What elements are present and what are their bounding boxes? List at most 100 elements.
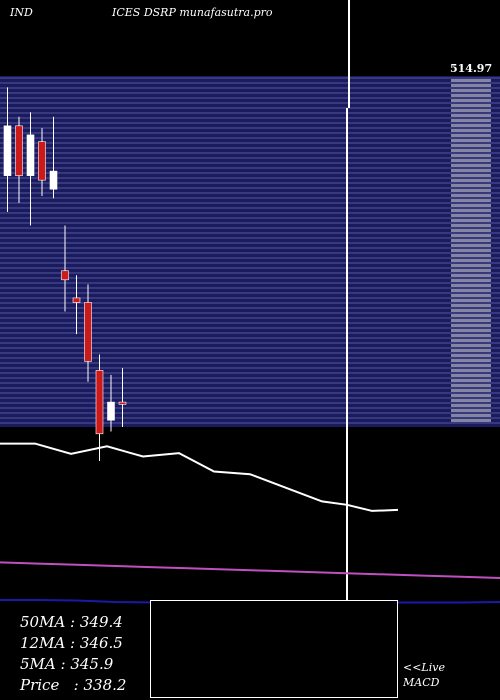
tick-label-mark — [451, 354, 491, 357]
tick-label-mark — [451, 94, 491, 97]
ma-label: 5MA — [20, 655, 56, 673]
price-value: 338.2 — [83, 676, 127, 694]
tick-label-mark — [451, 409, 491, 412]
tick-label-mark — [451, 404, 491, 407]
tick-label-mark — [451, 419, 491, 422]
grid-band — [0, 76, 500, 427]
tick-label-mark — [451, 334, 491, 337]
ma-row-12: 12MA : 346.5 — [20, 634, 123, 652]
tick-label-mark — [451, 359, 491, 362]
tick-label-mark — [451, 79, 491, 82]
tick-label-mark — [451, 204, 491, 207]
candle-body — [3, 125, 12, 176]
candle-body — [107, 401, 115, 421]
tick-label-mark — [451, 189, 491, 192]
tick-label-mark — [451, 139, 491, 142]
tick-label-mark — [451, 149, 491, 152]
tick-label-mark — [451, 274, 491, 277]
macd-link-line1: <<Live — [403, 661, 445, 674]
candle-body — [84, 302, 92, 362]
tick-label-mark — [451, 344, 491, 347]
ma-label: 12MA — [20, 634, 66, 652]
tick-label-mark — [451, 89, 491, 92]
tick-label-mark — [451, 179, 491, 182]
price-label: Price — [20, 676, 60, 694]
tick-label-mark — [451, 209, 491, 212]
ma-label: 50MA — [20, 613, 66, 631]
tick-label-mark — [451, 299, 491, 302]
tick-label-mark — [451, 349, 491, 352]
tick-label-mark — [451, 284, 491, 287]
tick-label-mark — [451, 329, 491, 332]
tick-label-mark — [451, 259, 491, 262]
ma-info-box — [150, 600, 398, 698]
tick-label-mark — [451, 309, 491, 312]
tick-label-mark — [451, 169, 491, 172]
tick-label-mark — [451, 239, 491, 242]
tick-label-mark — [451, 394, 491, 397]
tick-label-mark — [451, 324, 491, 327]
candle-body — [49, 170, 58, 190]
candle-body — [61, 270, 69, 281]
tick-label-mark — [451, 264, 491, 267]
ma-row-5: 5MA : 345.9 — [20, 655, 114, 673]
tick-label-mark — [451, 319, 491, 322]
top-price-label: 514.97 — [450, 62, 492, 75]
tick-label-mark — [451, 124, 491, 127]
tick-label-mark — [451, 339, 491, 342]
macd-link-line2: MACD — [403, 676, 440, 689]
tick-label-mark — [451, 279, 491, 282]
chart-header-right: ICES DSRP munafasutra.pro — [112, 6, 273, 19]
tick-label-mark — [451, 269, 491, 272]
tick-label-mark — [451, 214, 491, 217]
tick-label-mark — [451, 199, 491, 202]
tick-label-mark — [451, 304, 491, 307]
ma-value: 346.5 — [79, 634, 123, 652]
tick-label-mark — [451, 84, 491, 87]
tick-label-mark — [451, 224, 491, 227]
tick-label-mark — [451, 194, 491, 197]
tick-label-mark — [451, 369, 491, 372]
candle-body — [26, 134, 35, 176]
price-row: Price : 338.2 — [20, 676, 127, 694]
candle-body — [15, 125, 23, 176]
tick-label-mark — [451, 174, 491, 177]
tick-label-mark — [451, 159, 491, 162]
tick-label-mark — [451, 184, 491, 187]
chart-header-left: IND — [10, 6, 33, 19]
candle-body — [38, 141, 46, 181]
tick-label-mark — [451, 254, 491, 257]
candle-body — [72, 297, 81, 303]
tick-label-mark — [451, 144, 491, 147]
tick-label-mark — [451, 374, 491, 377]
price-line — [0, 442, 399, 512]
candle-body — [118, 401, 127, 405]
tick-label-mark — [451, 379, 491, 382]
tick-label-mark — [451, 129, 491, 132]
tick-label-mark — [451, 219, 491, 222]
tick-label-mark — [451, 244, 491, 247]
tick-label-mark — [451, 229, 491, 232]
ma-panel: 50MA : 349.4 12MA : 346.5 5MA : 345.9 Pr… — [20, 612, 126, 696]
live-macd-link[interactable]: <<Live MACD — [403, 660, 445, 690]
tick-label-mark — [451, 384, 491, 387]
tick-label-mark — [451, 134, 491, 137]
tick-label-mark — [451, 119, 491, 122]
tick-label-mark — [451, 104, 491, 107]
ma-line — [0, 561, 500, 579]
tick-label-mark — [451, 114, 491, 117]
tick-label-mark — [451, 314, 491, 317]
tick-label-mark — [451, 289, 491, 292]
candle-body — [95, 370, 104, 435]
ma-value: 349.4 — [79, 613, 123, 631]
tick-label-mark — [451, 99, 491, 102]
tick-label-mark — [451, 414, 491, 417]
tick-label-mark — [451, 364, 491, 367]
tick-label-mark — [451, 154, 491, 157]
tick-label-mark — [451, 249, 491, 252]
tick-label-mark — [451, 294, 491, 297]
ma-value: 345.9 — [70, 655, 114, 673]
tick-label-mark — [451, 164, 491, 167]
